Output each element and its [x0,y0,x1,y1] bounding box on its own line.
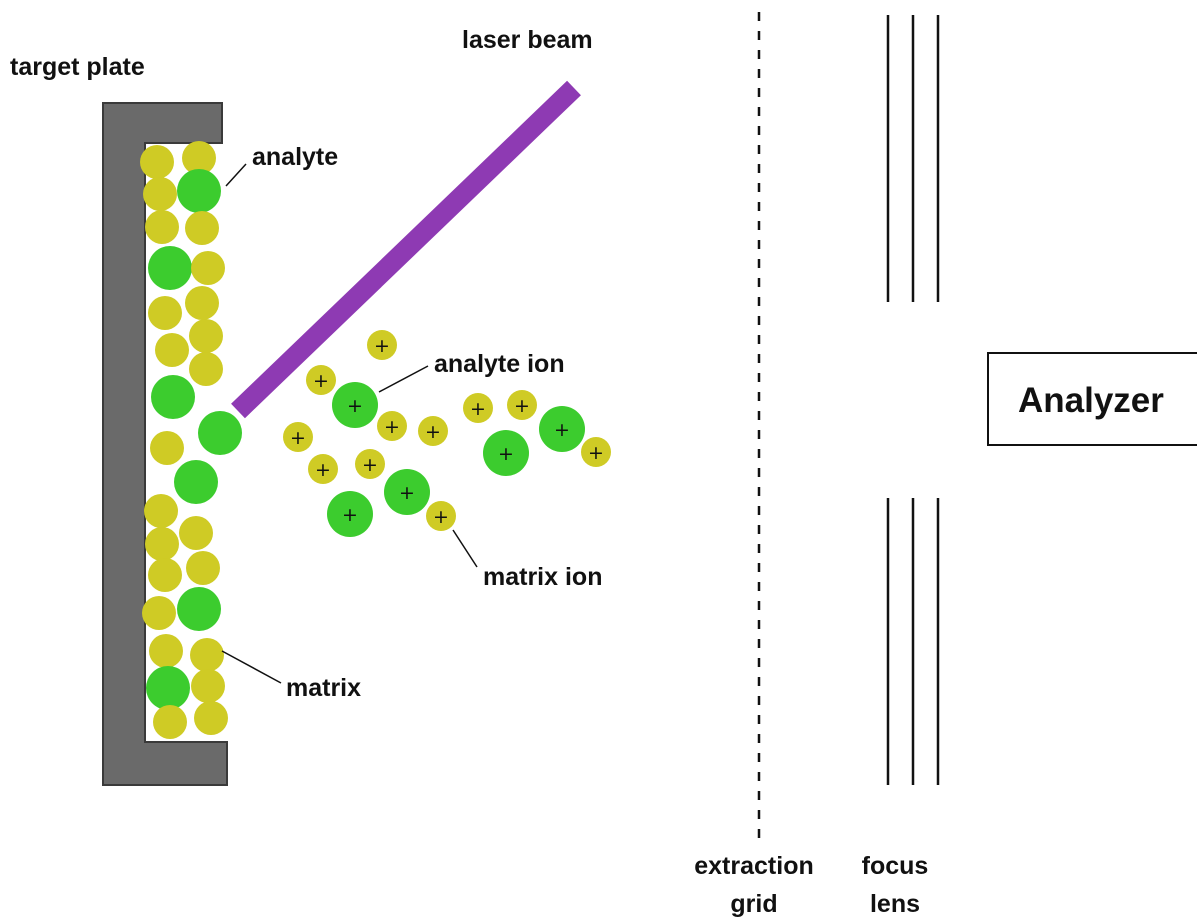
matrix-particle [145,210,179,244]
charge-label: + [347,395,363,417]
charge-label: + [362,454,378,476]
matrix-particle [194,701,228,735]
label-target-plate: target plate [10,53,145,81]
matrix-particle [190,638,224,672]
matrix-leader [221,650,282,684]
leader-lines [221,163,478,684]
analyte-ion: + [384,469,430,515]
focus-lens [886,15,940,785]
charge-label: + [554,419,570,441]
analyte-ion: + [332,382,378,428]
charge-label: + [425,421,441,443]
matrix-particle [140,145,174,179]
matrix-ion: + [507,390,537,420]
matrix-particle [144,494,178,528]
charge-label: + [514,395,530,417]
matrix-particle [191,669,225,703]
matrix-particle [148,296,182,330]
label-extraction-grid-line2: grid [730,890,777,918]
analyte-particle [174,460,218,504]
analyte-particle [151,375,195,419]
charge-label: + [498,443,514,465]
matrix-particle [185,211,219,245]
analyte-particle [148,246,192,290]
charge-label: + [290,427,306,449]
matrix-ion-leader [452,529,478,568]
matrix-particle [153,705,187,739]
charge-label: + [313,370,329,392]
label-laser-beam: laser beam [462,26,593,54]
ion-cloud: + + + + + + + + + + + + + + + + [283,330,611,537]
matrix-particle [143,177,177,211]
charge-label: + [315,459,331,481]
charge-label: + [433,506,449,528]
analyte-particle [177,587,221,631]
matrix-ion: + [463,393,493,423]
matrix-particle [149,634,183,668]
analyzer-box [987,352,1197,446]
matrix-ion: + [308,454,338,484]
laser-beam [231,80,581,419]
matrix-particle [145,527,179,561]
matrix-particle [150,431,184,465]
matrix-ion: + [306,365,336,395]
charge-label: + [399,482,415,504]
matrix-ion: + [418,416,448,446]
label-focus-lens-line2: lens [870,890,920,918]
analyte-leader [225,163,247,187]
label-matrix: matrix [286,674,361,702]
analyte-ion: + [483,430,529,476]
label-extraction-grid-line1: extraction [694,852,813,880]
charge-label: + [588,442,604,464]
matrix-ion: + [283,422,313,452]
matrix-particle [142,596,176,630]
label-analyzer: Analyzer [1018,381,1164,420]
matrix-ion: + [426,501,456,531]
matrix-particle [179,516,213,550]
target-plate [102,102,228,786]
matrix-particle [155,333,189,367]
label-analyte-ion: analyte ion [434,350,565,378]
matrix-particle [186,551,220,585]
matrix-particle [189,319,223,353]
charge-label: + [342,504,358,526]
analyte-ion: + [539,406,585,452]
matrix-particle [148,558,182,592]
matrix-ion: + [367,330,397,360]
analyte-ion-leader [378,365,429,393]
matrix-ion: + [355,449,385,479]
charge-label: + [384,416,400,438]
matrix-ion: + [377,411,407,441]
label-focus-lens-line1: focus [862,852,929,880]
analyte-ion: + [327,491,373,537]
label-analyte: analyte [252,143,338,171]
charge-label: + [470,398,486,420]
sample-layer [140,141,242,739]
matrix-particle [189,352,223,386]
matrix-particle [182,141,216,175]
matrix-particle [191,251,225,285]
analyte-particle [146,666,190,710]
matrix-particle [185,286,219,320]
charge-label: + [374,335,390,357]
analyte-particle [198,411,242,455]
analyte-particle [177,169,221,213]
matrix-ion: + [581,437,611,467]
label-matrix-ion: matrix ion [483,563,602,591]
